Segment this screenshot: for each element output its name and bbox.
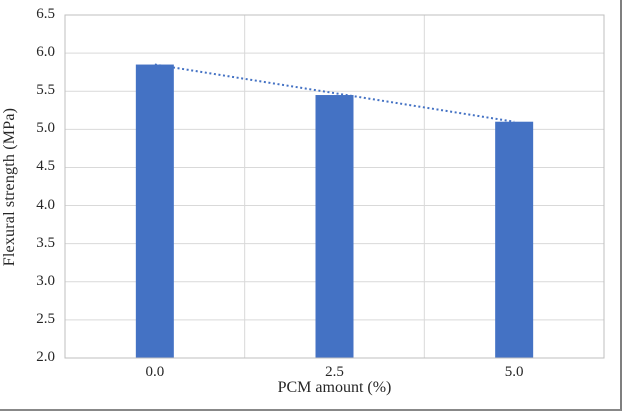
bar-5.0: [495, 121, 534, 358]
y-tick-label-4.5: 4.5: [36, 158, 55, 175]
y-tick-label-3.0: 3.0: [36, 272, 55, 289]
trendline-dotted: [154, 63, 515, 123]
y-tick-label-2.0: 2.0: [36, 349, 55, 365]
y-tick-label-6.0: 6.0: [36, 44, 55, 61]
x-tick-label-0.0: 0.0: [145, 364, 165, 380]
y-tick-label-3.5: 3.5: [36, 234, 55, 251]
y-tick-label-5.0: 5.0: [36, 120, 55, 137]
bar-2.5: [315, 95, 354, 359]
x-axis-title: PCM amount (%): [277, 379, 392, 396]
y-tick-label-4.0: 4.0: [36, 196, 55, 213]
bar-0.0: [135, 64, 174, 359]
x-tick-label-2.5: 2.5: [325, 364, 344, 380]
x-tick-label-5.0: 5.0: [504, 364, 524, 380]
y-tick-label-6.5: 6.5: [36, 6, 55, 22]
y-tick-label-5.5: 5.5: [36, 82, 55, 99]
y-tick-label-2.5: 2.5: [36, 310, 55, 327]
plot-border: [64, 14, 605, 359]
